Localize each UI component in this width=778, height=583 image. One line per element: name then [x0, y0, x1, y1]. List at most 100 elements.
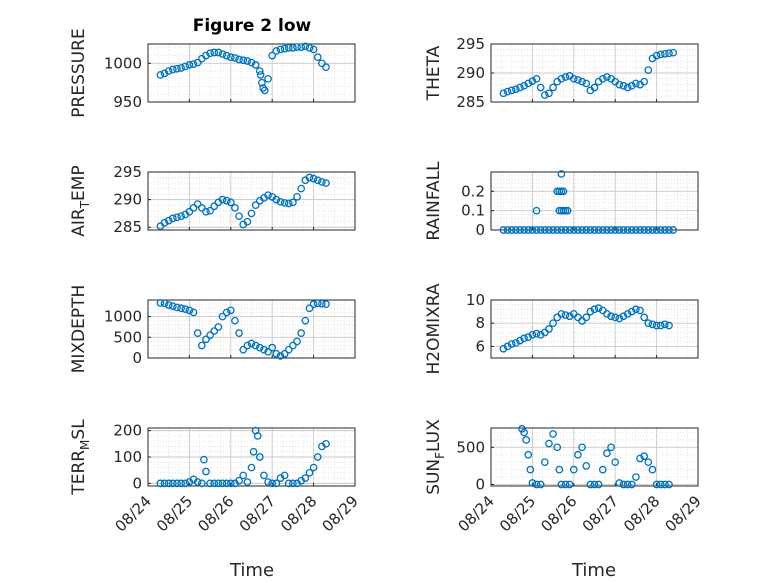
data-point [206, 49, 214, 58]
data-point [272, 479, 281, 488]
data-point [218, 50, 227, 58]
data-point [499, 344, 508, 353]
y-tick-label: 0 [132, 474, 142, 492]
data-point [603, 449, 611, 458]
data-point [518, 424, 526, 433]
axes-frame [147, 171, 356, 231]
data-point [189, 308, 198, 317]
data-point [561, 311, 570, 319]
data-point [202, 467, 210, 476]
axes-frame [490, 427, 699, 487]
y-tick-label: 500 [113, 328, 142, 346]
data-point [520, 334, 528, 343]
data-point [289, 341, 297, 350]
data-point [619, 81, 628, 90]
y-axis-label: RAINFALL [424, 161, 444, 241]
data-point [185, 306, 194, 315]
data-point [301, 42, 310, 51]
data-point [305, 44, 314, 52]
data-point [280, 44, 289, 53]
data-point [528, 226, 537, 234]
y-tick-label: 0 [475, 221, 485, 239]
data-point [565, 226, 574, 234]
data-point [665, 49, 673, 58]
data-point [218, 195, 227, 204]
data-point [313, 453, 322, 461]
y-tick-label: 10 [466, 291, 485, 309]
y-tick-label: 290 [113, 191, 142, 209]
y-tick-label: 1000 [104, 308, 142, 326]
data-point [272, 350, 281, 358]
data-point [181, 62, 190, 71]
data-point [656, 226, 665, 234]
data-point [284, 44, 293, 52]
data-point [582, 226, 591, 234]
figure-title: Figure 2 low [193, 16, 312, 36]
data-point [528, 479, 537, 487]
data-point [586, 307, 595, 316]
x-tick-label: 08/28 [277, 492, 320, 535]
data-point [656, 321, 665, 330]
data-point [177, 64, 185, 72]
plot-area [148, 300, 355, 358]
data-point [557, 74, 566, 83]
data-point [322, 63, 330, 72]
data-point [280, 199, 289, 207]
data-point [652, 51, 661, 60]
subplot-rainfall: 00.1 0.2 RAINFALL [424, 161, 699, 241]
data-point [569, 226, 578, 234]
x-tick-label: 08/24 [112, 492, 155, 535]
data-point [607, 443, 615, 452]
data-point [561, 480, 570, 489]
x-tick-label: 08/24 [455, 492, 498, 535]
data-point [516, 226, 524, 234]
data-point [280, 471, 289, 480]
data-point [661, 226, 669, 234]
data-point [226, 306, 235, 315]
data-point [574, 226, 582, 234]
data-point [156, 479, 165, 488]
data-point [520, 81, 528, 90]
data-point [289, 479, 297, 488]
data-point [251, 201, 260, 209]
data-point [305, 468, 314, 477]
data-point [540, 226, 549, 234]
data-point [594, 304, 603, 312]
data-point [164, 301, 173, 309]
plot-area [491, 428, 698, 486]
data-point [305, 173, 314, 182]
data-point [173, 213, 181, 222]
data-point [640, 77, 649, 86]
data-point [305, 304, 314, 313]
data-point [520, 428, 528, 437]
data-point [623, 310, 632, 318]
data-point [532, 226, 541, 234]
data-point [293, 43, 301, 51]
data-point [189, 204, 198, 212]
data-point [168, 479, 177, 488]
data-point [499, 226, 508, 234]
x-tick-label: 08/25 [496, 492, 539, 535]
data-point [251, 61, 260, 69]
data-point [640, 313, 649, 322]
y-tick-label: 1000 [104, 54, 142, 72]
data-point [574, 76, 582, 84]
y-tick-label: 295 [113, 163, 142, 181]
data-point [255, 343, 264, 352]
data-point [322, 300, 330, 308]
data-point [210, 327, 219, 335]
data-point [627, 480, 636, 489]
data-point [590, 226, 599, 234]
data-point [648, 320, 657, 329]
data-point [243, 217, 252, 226]
y-tick-label: 8 [475, 314, 485, 332]
data-point [623, 226, 632, 234]
data-point [532, 329, 541, 338]
data-point [636, 226, 644, 234]
data-point [297, 329, 306, 337]
data-point [231, 316, 239, 325]
data-point [503, 342, 512, 351]
data-point [603, 73, 611, 81]
axes-frame [490, 299, 699, 359]
